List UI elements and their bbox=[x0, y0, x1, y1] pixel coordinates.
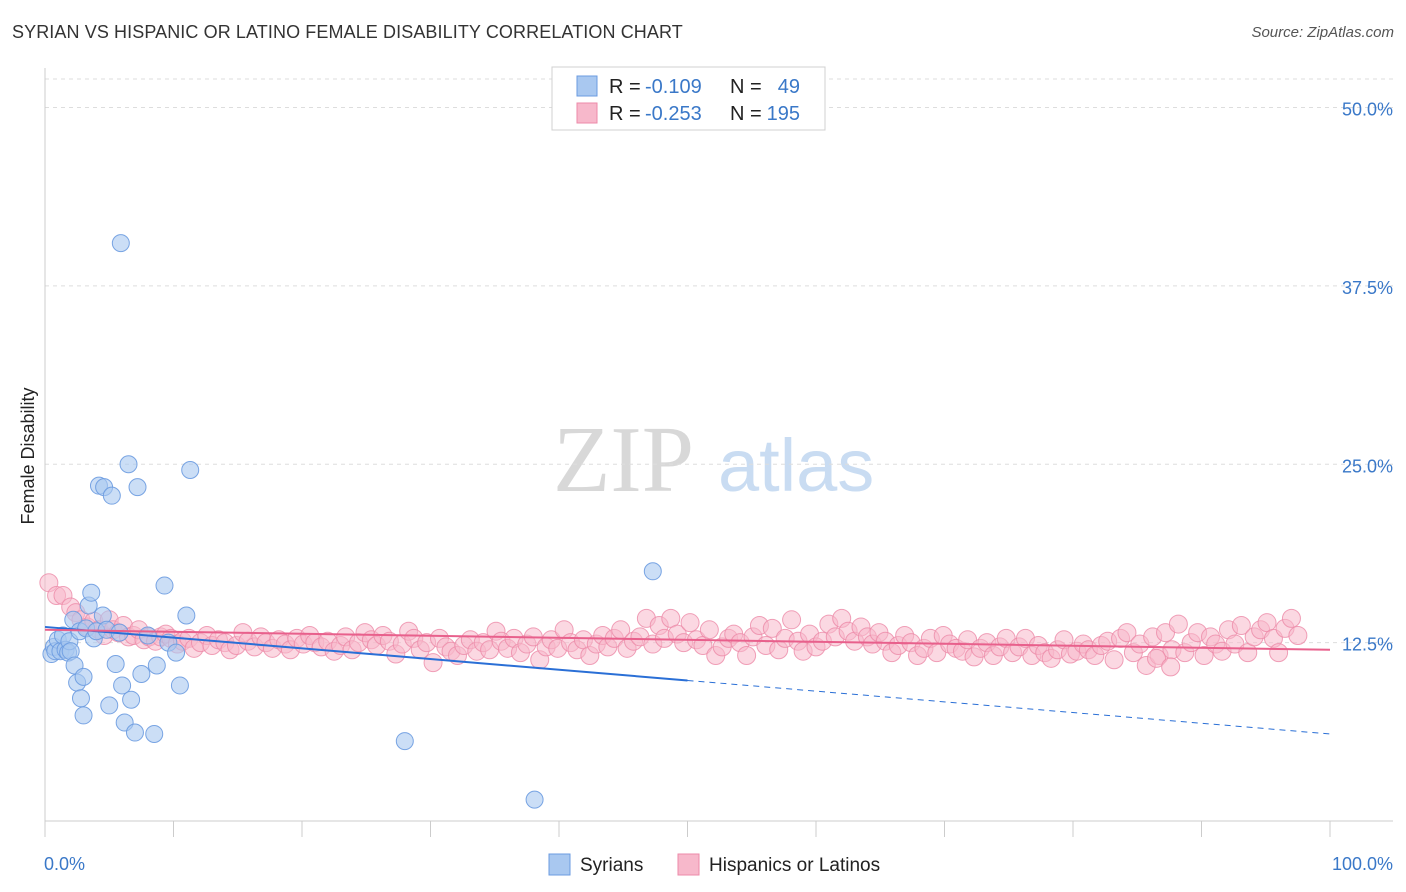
y-tick-labels: 12.5% 25.0% 37.5% 50.0% bbox=[1342, 100, 1393, 655]
legend-r-value-2: -0.253 bbox=[645, 103, 702, 125]
hispanic-point-199 bbox=[1269, 643, 1289, 663]
hispanic-trendline bbox=[44, 628, 1331, 651]
x-tick-label-0: 0.0% bbox=[44, 854, 85, 874]
legend-r-value-1: -0.109 bbox=[645, 76, 702, 98]
bottom-legend-hispanic-label: Hispanics or Latinos bbox=[709, 855, 880, 876]
hispanic-point-109 bbox=[699, 620, 719, 640]
hispanic-point-65 bbox=[423, 653, 443, 673]
syrian-point-46 bbox=[74, 706, 93, 725]
syrian-point-48 bbox=[643, 562, 662, 581]
series-hispanic-points bbox=[39, 573, 1308, 677]
legend-n-value-1: 49 bbox=[778, 76, 800, 98]
hispanic-point-201 bbox=[1281, 608, 1301, 628]
hispanic-point-122 bbox=[782, 610, 802, 630]
syrian-point-27 bbox=[106, 655, 125, 674]
legend-hispanic-swatch bbox=[576, 102, 598, 124]
legend-r-label-1: R = bbox=[609, 76, 641, 98]
syrian-point-15 bbox=[74, 667, 93, 686]
hispanic-point-193 bbox=[1231, 616, 1251, 636]
chart-title: SYRIAN VS HISPANIC OR LATINO FEMALE DISA… bbox=[12, 22, 683, 42]
bottom-legend-syrians-label: Syrians bbox=[580, 855, 643, 876]
y-axis-title: Female Disability bbox=[18, 387, 38, 524]
y-tick-label-1: 25.0% bbox=[1342, 456, 1393, 476]
syrian-point-49 bbox=[525, 790, 544, 809]
syrian-point-43 bbox=[177, 606, 196, 625]
syrian-point-39 bbox=[155, 576, 174, 595]
legend-box: R = -0.109 N = 49 R = -0.253 N = 195 bbox=[551, 66, 826, 131]
syrian-point-44 bbox=[181, 460, 200, 479]
axes bbox=[44, 68, 1393, 837]
hispanic-point-175 bbox=[1117, 623, 1137, 643]
syrian-point-38 bbox=[147, 656, 166, 675]
syrian-point-29 bbox=[113, 676, 132, 695]
legend-n-value-2: 195 bbox=[767, 103, 800, 125]
hispanic-point-187 bbox=[1194, 645, 1214, 665]
syrian-point-45 bbox=[111, 234, 130, 253]
syrian-point-25 bbox=[100, 696, 119, 715]
syrian-point-35 bbox=[132, 665, 151, 684]
syrian-point-14 bbox=[71, 689, 90, 708]
bottom-legend-hispanic-swatch bbox=[677, 853, 700, 876]
syrian-point-42 bbox=[170, 676, 189, 695]
watermark-zip: ZIP bbox=[553, 408, 694, 512]
syrian-point-37 bbox=[145, 724, 164, 743]
hispanic-point-183 bbox=[1168, 614, 1188, 634]
hispanic-point-106 bbox=[680, 613, 700, 633]
syrian-point-26 bbox=[102, 486, 121, 505]
hispanic-point-173 bbox=[1104, 650, 1124, 670]
hispanic-point-119 bbox=[762, 618, 782, 638]
bottom-legend-syrians-swatch bbox=[548, 853, 571, 876]
watermark-atlas: atlas bbox=[718, 424, 874, 507]
y-tick-label-3: 50.0% bbox=[1342, 100, 1393, 120]
x-tick-labels: 0.0% 100.0% bbox=[44, 854, 1393, 874]
legend-n-label-2: N = bbox=[730, 103, 762, 125]
syrian-point-18 bbox=[82, 583, 101, 602]
hispanic-point-115 bbox=[737, 645, 757, 665]
hispanic-point-202 bbox=[1288, 626, 1308, 645]
syrian-point-47 bbox=[395, 732, 414, 751]
bottom-legend: Syrians Hispanics or Latinos bbox=[548, 853, 880, 876]
syrian-point-32 bbox=[122, 690, 141, 709]
legend-r-label-2: R = bbox=[609, 103, 641, 125]
x-tick-label-1: 100.0% bbox=[1332, 854, 1393, 874]
hispanic-point-203 bbox=[1147, 648, 1167, 668]
legend-syrians-swatch bbox=[576, 75, 598, 97]
syrian-point-41 bbox=[167, 643, 186, 662]
syrian-point-31 bbox=[119, 455, 138, 474]
syrian-trendline bbox=[44, 625, 688, 682]
syrian-point-33 bbox=[125, 723, 144, 742]
legend-n-label-1: N = bbox=[730, 76, 762, 98]
y-tick-label-2: 37.5% bbox=[1342, 278, 1393, 298]
trendlines bbox=[44, 625, 1331, 735]
syrian-point-34 bbox=[128, 478, 147, 497]
syrian-trendline-extension bbox=[687, 679, 1331, 735]
series-syrian-points bbox=[42, 234, 662, 809]
gridlines bbox=[45, 78, 1393, 644]
y-tick-label-0: 12.5% bbox=[1342, 635, 1393, 655]
hispanic-point-204 bbox=[1161, 657, 1181, 677]
source-label: Source: ZipAtlas.com bbox=[1251, 24, 1394, 41]
